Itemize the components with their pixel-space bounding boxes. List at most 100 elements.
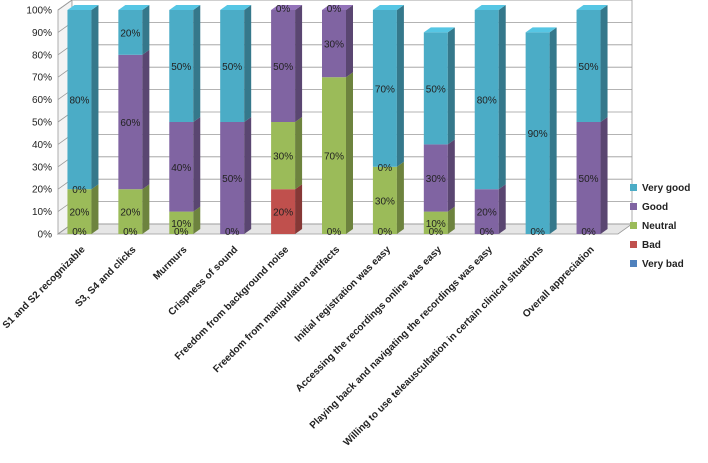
bar-segment-side bbox=[346, 72, 353, 234]
bar-segment bbox=[118, 54, 143, 190]
y-tick-label: 60% bbox=[32, 95, 52, 106]
data-label: 20% bbox=[120, 208, 140, 219]
bar-top bbox=[372, 5, 404, 10]
bar-segment-side bbox=[295, 184, 303, 234]
legend-swatch bbox=[630, 222, 637, 229]
bar-segment bbox=[118, 189, 143, 234]
y-tick-label: 0% bbox=[38, 230, 53, 241]
x-category-label: Freedom from background noise bbox=[173, 244, 291, 362]
data-label: 50% bbox=[222, 174, 242, 185]
legend-label: Bad bbox=[642, 240, 661, 251]
bar-segment bbox=[372, 10, 397, 167]
data-label: 30% bbox=[324, 40, 344, 51]
bar-segment bbox=[271, 10, 296, 122]
bar-segment bbox=[525, 32, 550, 235]
data-label: 50% bbox=[222, 62, 242, 73]
bar-segment bbox=[169, 122, 194, 212]
bar-top bbox=[67, 5, 99, 10]
data-label: 50% bbox=[579, 174, 599, 185]
x-category-label: Willing to use teleauscultation in certa… bbox=[342, 244, 546, 448]
data-label: 40% bbox=[171, 163, 191, 174]
bar-segment-side bbox=[193, 5, 201, 122]
bar-segment-side bbox=[295, 117, 303, 190]
bar-segment-side bbox=[142, 184, 150, 234]
gridline bbox=[57, 0, 632, 11]
bar-segment-side bbox=[244, 117, 252, 234]
data-label: 50% bbox=[273, 62, 293, 73]
bar-segment-side bbox=[447, 27, 455, 145]
data-label: 70% bbox=[375, 84, 395, 95]
bar-top bbox=[271, 5, 303, 10]
legend-label: Very bad bbox=[642, 259, 684, 270]
bar-top bbox=[220, 5, 252, 10]
data-label: 0% bbox=[72, 227, 87, 238]
x-category-label: Murmurs bbox=[151, 244, 189, 282]
data-label: 10% bbox=[426, 219, 446, 230]
data-label: 20% bbox=[120, 28, 140, 39]
bar-segment bbox=[474, 10, 499, 190]
data-label: 0% bbox=[72, 185, 87, 196]
data-label: 0% bbox=[530, 227, 545, 238]
data-label: 0% bbox=[327, 227, 342, 238]
bar-segment bbox=[220, 122, 245, 234]
bar-segment bbox=[271, 122, 296, 190]
bar-segment-side bbox=[396, 161, 404, 234]
bar-segment-side bbox=[142, 49, 150, 190]
bar-segment-side bbox=[396, 5, 404, 167]
bar-top bbox=[474, 5, 506, 10]
data-label: 0% bbox=[480, 227, 495, 238]
data-label: 20% bbox=[69, 208, 89, 219]
legend-label: Very good bbox=[642, 183, 690, 194]
bar-top bbox=[576, 5, 608, 10]
bar-segment-side bbox=[193, 206, 201, 234]
legend-swatch bbox=[630, 203, 637, 210]
bar-segment bbox=[576, 122, 601, 234]
bar-segment-side bbox=[91, 5, 99, 190]
data-label: 30% bbox=[273, 152, 293, 163]
data-label: 20% bbox=[477, 208, 497, 219]
bar-segment bbox=[423, 32, 448, 145]
legend-swatch bbox=[630, 260, 637, 267]
bar-top bbox=[169, 5, 201, 10]
bar-segment bbox=[576, 10, 601, 122]
data-label: 50% bbox=[426, 84, 446, 95]
y-tick-label: 30% bbox=[32, 162, 52, 173]
bar-segment-side bbox=[193, 117, 201, 212]
data-label: 90% bbox=[528, 129, 548, 140]
data-label: 60% bbox=[120, 118, 140, 129]
legend-swatch bbox=[630, 184, 637, 191]
bar-segment-side bbox=[498, 184, 506, 234]
bar-segment-side bbox=[600, 117, 608, 234]
bar-segment bbox=[169, 211, 194, 234]
data-label: 30% bbox=[426, 174, 446, 185]
data-label: 0% bbox=[581, 227, 596, 238]
bar-segment-side bbox=[295, 5, 303, 122]
bar-segment bbox=[372, 166, 397, 234]
bar-segment-side bbox=[447, 206, 455, 234]
bar-segment-side bbox=[142, 5, 150, 55]
legend-label: Good bbox=[642, 202, 668, 213]
bar-segment-side bbox=[244, 5, 252, 122]
data-label: 0% bbox=[225, 227, 240, 238]
bar-top bbox=[118, 5, 150, 10]
data-label: 0% bbox=[276, 4, 291, 15]
data-label: 0% bbox=[123, 227, 138, 238]
data-label: 20% bbox=[273, 208, 293, 219]
bar-segment bbox=[169, 10, 194, 122]
data-label: 0% bbox=[378, 163, 393, 174]
x-category-label: S1 and S2 recognizable bbox=[1, 244, 88, 331]
y-tick-label: 10% bbox=[32, 207, 52, 218]
bar-segment bbox=[220, 10, 245, 122]
bar-segment-side bbox=[549, 27, 557, 235]
data-label: 70% bbox=[324, 152, 344, 163]
y-tick-label: 90% bbox=[32, 28, 52, 39]
data-label: 80% bbox=[69, 96, 89, 107]
legend-swatch bbox=[630, 241, 637, 248]
bar-segment bbox=[118, 10, 143, 55]
bar-segment bbox=[271, 189, 296, 234]
y-tick-label: 100% bbox=[26, 6, 52, 17]
bar-segment bbox=[67, 189, 92, 234]
y-tick-label: 50% bbox=[32, 118, 52, 129]
